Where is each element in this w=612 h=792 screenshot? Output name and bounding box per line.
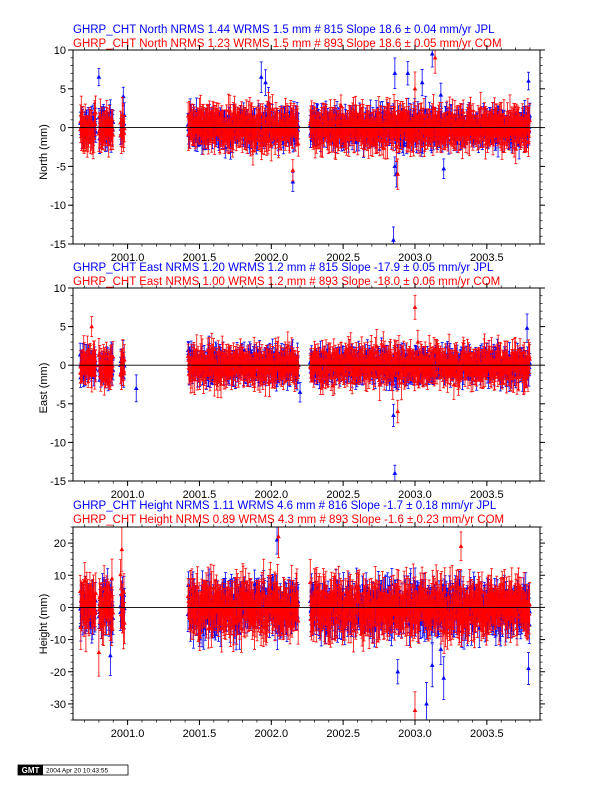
data-point [270, 106, 275, 111]
data-point [392, 163, 398, 168]
data-point [263, 79, 268, 85]
data-point [391, 237, 396, 242]
north-title-com: GHRP_CHT North NRMS 1.23 WRMS 1.5 mm # 8… [73, 38, 502, 50]
data-point [96, 74, 102, 79]
data-point [91, 135, 97, 140]
data-point [295, 117, 300, 123]
data-point [441, 166, 447, 171]
data-point [526, 78, 531, 83]
data-point [121, 130, 127, 135]
data-point [91, 131, 96, 137]
data-point [98, 114, 103, 119]
north-title-jpl: GHRP_CHT North NRMS 1.44 WRMS 1.5 mm # 8… [73, 24, 495, 36]
data-point [405, 70, 411, 75]
data-point [268, 142, 274, 147]
data-point [233, 134, 239, 139]
data-point [429, 51, 435, 56]
data-point [226, 108, 231, 113]
data-point [106, 142, 111, 147]
data-point [290, 179, 296, 184]
data-point [392, 70, 398, 75]
data-point [93, 110, 98, 115]
data-point [110, 132, 116, 137]
data-point [219, 115, 225, 120]
data-marks [78, 50, 533, 244]
data-point [419, 79, 425, 85]
data-point [258, 111, 263, 116]
data-point [295, 141, 301, 146]
data-point [258, 74, 264, 79]
data-point [438, 92, 444, 97]
data-point [122, 126, 127, 131]
north-panel: GHRP_CHT North NRMS 1.44 WRMS 1.5 mm # 8… [38, 24, 545, 264]
data-point [320, 140, 325, 145]
data-point [250, 148, 256, 153]
series-com [78, 50, 533, 190]
